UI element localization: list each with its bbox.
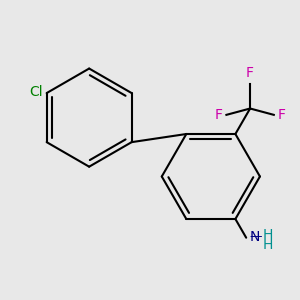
Text: F: F <box>278 108 286 122</box>
Text: F: F <box>246 66 254 80</box>
Text: H: H <box>263 238 273 252</box>
Text: —: — <box>250 230 262 243</box>
Text: F: F <box>214 108 223 122</box>
Text: N: N <box>249 230 260 244</box>
Text: H: H <box>263 228 273 242</box>
Text: Cl: Cl <box>29 85 43 99</box>
